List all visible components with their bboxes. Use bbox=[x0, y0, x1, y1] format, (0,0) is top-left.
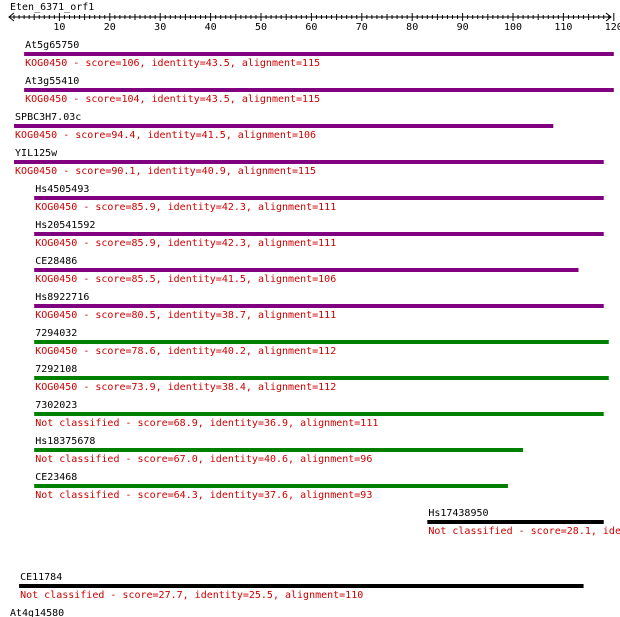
hit-bar bbox=[34, 304, 604, 308]
hit-name: YIL125w bbox=[15, 148, 58, 159]
hit-row: At4g14580KOG0583 - score=27.3, identity=… bbox=[10, 608, 64, 617]
hit-row: Hs8922716 KOG0450 - score=80.5, identity=… bbox=[34, 292, 604, 321]
hit-row: Hs4505493 KOG0450 - score=85.9, identity=… bbox=[34, 184, 604, 213]
ruler-tick-label: 40 bbox=[205, 22, 217, 33]
hit-name: At5g65750 bbox=[25, 40, 79, 51]
hit-annotation: Not classified - score=27.7, identity=25… bbox=[20, 590, 363, 601]
ruler-tick-label: 30 bbox=[154, 22, 166, 33]
ruler-right-arrow bbox=[605, 12, 612, 22]
hit-annotation: KOG0450 - score=73.9, identity=38.4, ali… bbox=[35, 382, 336, 393]
hit-row: At5g65750 KOG0450 - score=106, identity=4… bbox=[24, 40, 614, 69]
ruler-tick-label: 100 bbox=[504, 22, 522, 33]
hit-row: CE28486 KOG0450 - score=85.5, identity=41… bbox=[34, 256, 579, 285]
hit-bar bbox=[34, 340, 609, 344]
hit-bar bbox=[34, 232, 604, 236]
query-title: Eten_6371_orf1 bbox=[10, 2, 94, 13]
hit-row: CE23468 Not classified - score=64.3, iden… bbox=[34, 472, 508, 501]
hit-bar bbox=[24, 88, 614, 92]
hit-row: 7302023 Not classified - score=68.9, iden… bbox=[34, 400, 604, 429]
hit-name: 7294032 bbox=[35, 328, 77, 339]
ruler-tick-label: 80 bbox=[406, 22, 418, 33]
ruler-tick-label: 20 bbox=[104, 22, 116, 33]
hit-name: Hs17438950 bbox=[428, 508, 488, 519]
ruler-tick-label: 90 bbox=[457, 22, 469, 33]
hit-bar bbox=[24, 52, 614, 56]
hit-name: Hs4505493 bbox=[35, 184, 89, 195]
hit-name: CE11784 bbox=[20, 572, 62, 583]
hit-row: Hs17438950 Not classified - score=28.1, i… bbox=[427, 508, 620, 537]
hit-bar bbox=[34, 484, 508, 488]
ruler-tick-label: 110 bbox=[554, 22, 572, 33]
hit-annotation: KOG0450 - score=80.5, identity=38.7, ali… bbox=[35, 310, 336, 321]
hit-annotation: KOG0450 - score=104, identity=43.5, alig… bbox=[25, 94, 320, 105]
hit-annotation: Not classified - score=28.1, iden bbox=[428, 526, 620, 537]
hit-annotation: KOG0450 - score=94.4, identity=41.5, ali… bbox=[15, 130, 316, 141]
hit-bar bbox=[14, 124, 554, 128]
ruler-tick-label: 10 bbox=[53, 22, 65, 33]
hit-annotation: KOG0450 - score=85.9, identity=42.3, ali… bbox=[35, 238, 336, 249]
ruler-tick-label: 120 bbox=[605, 22, 620, 33]
hit-bar bbox=[14, 160, 604, 164]
hit-annotation: KOG0450 - score=78.6, identity=40.2, ali… bbox=[35, 346, 336, 357]
hit-row: 7292108 KOG0450 - score=73.9, identity=38… bbox=[34, 364, 609, 393]
ruler-tick-label: 50 bbox=[255, 22, 267, 33]
hit-name: Hs20541592 bbox=[35, 220, 95, 231]
hit-name: Hs8922716 bbox=[35, 292, 89, 303]
hit-annotation: KOG0450 - score=106, identity=43.5, alig… bbox=[25, 58, 320, 69]
ruler-tick-label: 60 bbox=[305, 22, 317, 33]
hit-name: At4g14580 bbox=[10, 608, 64, 617]
hit-name: SPBC3H7.03c bbox=[15, 112, 81, 123]
hit-row: Hs18375678 Not classified - score=67.0, i… bbox=[34, 436, 524, 465]
hit-annotation: KOG0450 - score=85.9, identity=42.3, ali… bbox=[35, 202, 336, 213]
hit-row: Hs20541592 KOG0450 - score=85.9, identity… bbox=[34, 220, 604, 249]
hit-name: At3g55410 bbox=[25, 76, 79, 87]
hit-bar bbox=[34, 268, 579, 272]
ruler-tick-label: 70 bbox=[356, 22, 368, 33]
hit-annotation: KOG0450 - score=85.5, identity=41.5, ali… bbox=[35, 274, 336, 285]
hit-row: 7294032 KOG0450 - score=78.6, identity=40… bbox=[34, 328, 609, 357]
hit-name: 7292108 bbox=[35, 364, 77, 375]
hit-annotation: Not classified - score=67.0, identity=40… bbox=[35, 454, 372, 465]
hit-annotation: Not classified - score=68.9, identity=36… bbox=[35, 418, 378, 429]
hit-bar bbox=[34, 412, 604, 416]
hit-bar bbox=[427, 520, 604, 524]
hit-row: At3g55410 KOG0450 - score=104, identity=4… bbox=[24, 76, 614, 105]
hit-annotation: Not classified - score=64.3, identity=37… bbox=[35, 490, 372, 501]
hit-bar bbox=[34, 376, 609, 380]
hit-row: YIL125w KOG0450 - score=90.1, identity=40… bbox=[14, 148, 604, 177]
hit-bar bbox=[34, 196, 604, 200]
hit-bar bbox=[19, 584, 584, 588]
hit-list: At5g65750 KOG0450 - score=106, identity=4… bbox=[10, 40, 620, 617]
hit-annotation: KOG0450 - score=90.1, identity=40.9, ali… bbox=[15, 166, 316, 177]
hit-bar bbox=[34, 448, 524, 452]
hit-name: CE28486 bbox=[35, 256, 77, 267]
hit-row: SPBC3H7.03c KOG0450 - score=94.4, identit… bbox=[14, 112, 554, 141]
hit-name: Hs18375678 bbox=[35, 436, 95, 447]
hit-name: 7302023 bbox=[35, 400, 77, 411]
ruler-left-arrow bbox=[8, 12, 15, 22]
hit-row: CE11784 Not classified - score=27.7, iden… bbox=[19, 572, 584, 601]
position-ruler: 10 20 30 40 50 60 70 80 90 100 110 120 bbox=[8, 12, 620, 33]
hit-name: CE23468 bbox=[35, 472, 77, 483]
